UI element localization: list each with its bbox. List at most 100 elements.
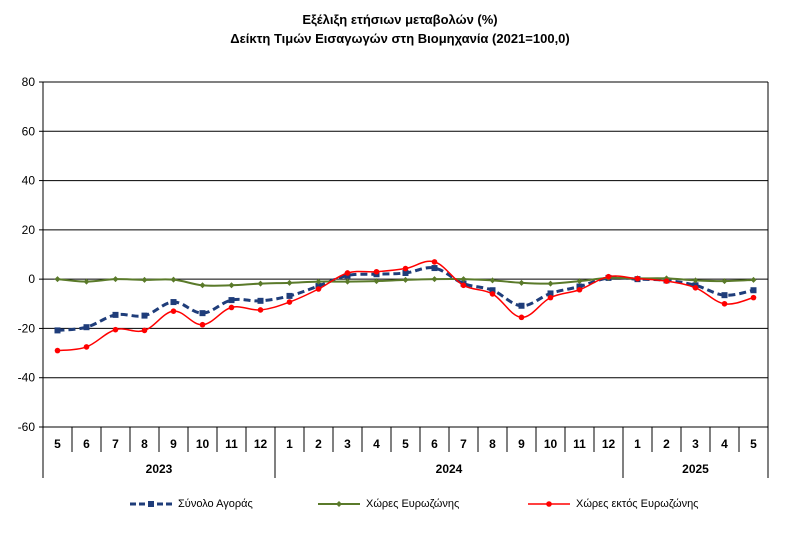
data-point xyxy=(663,278,670,284)
data-point xyxy=(112,326,119,333)
data-point xyxy=(286,299,293,305)
data-point xyxy=(373,278,380,285)
chart-title-line1: Εξέλιξη ετήσιων μεταβολών (%) xyxy=(302,12,498,27)
data-point xyxy=(547,280,554,287)
data-point xyxy=(721,292,728,299)
legend-item: Σύνολο Αγοράς xyxy=(130,492,253,516)
series-1 xyxy=(54,274,757,289)
data-point xyxy=(576,278,583,285)
series-2 xyxy=(54,259,757,354)
data-point xyxy=(228,282,235,289)
legend-swatch xyxy=(528,501,570,507)
y-tick-label: 60 xyxy=(22,124,36,138)
data-point xyxy=(402,265,409,272)
data-point xyxy=(54,276,61,283)
grid-lines xyxy=(43,81,768,428)
legend-marker xyxy=(148,501,154,507)
x-tick-label: 2 xyxy=(315,437,322,451)
data-point xyxy=(141,276,148,283)
data-point xyxy=(257,297,264,304)
data-point xyxy=(518,314,525,321)
data-point xyxy=(83,344,90,350)
data-point xyxy=(315,286,322,292)
data-point xyxy=(373,268,380,275)
data-point xyxy=(489,291,496,297)
data-point xyxy=(518,302,525,309)
x-tick-label: 7 xyxy=(112,437,119,451)
data-point xyxy=(344,270,351,276)
legend-marker xyxy=(546,501,552,507)
y-tick-labels: 80 60 40 20 0 -20 -40 -60 xyxy=(18,75,36,434)
data-point xyxy=(576,286,583,293)
series-lines xyxy=(54,259,757,354)
x-tick-label: 6 xyxy=(431,437,438,451)
x-tick-label: 5 xyxy=(402,437,409,451)
x-tick-label: 7 xyxy=(460,437,467,451)
x-tick-label: 6 xyxy=(83,437,90,451)
data-point xyxy=(228,304,235,311)
data-point xyxy=(286,279,293,286)
data-point xyxy=(112,276,119,283)
data-point xyxy=(721,300,728,307)
data-point xyxy=(460,282,467,289)
x-tick-label: 1 xyxy=(634,437,641,451)
data-point xyxy=(402,276,409,283)
x-tick-label: 2 xyxy=(663,437,670,451)
year-label: 2024 xyxy=(436,462,463,476)
data-point xyxy=(431,276,438,283)
data-point xyxy=(199,282,206,289)
data-point xyxy=(750,294,757,301)
data-point xyxy=(460,276,467,283)
data-point xyxy=(692,277,699,284)
legend-item: Χώρες Ευρωζώνης xyxy=(318,492,459,516)
legend-marker xyxy=(336,501,342,507)
x-tick-label: 12 xyxy=(254,437,268,451)
x-tick-label: 10 xyxy=(196,437,210,451)
data-point xyxy=(54,347,61,354)
data-point xyxy=(489,287,496,294)
x-tick-label: 10 xyxy=(544,437,558,451)
data-point xyxy=(518,279,525,286)
data-point xyxy=(344,278,351,285)
x-tick-label: 3 xyxy=(344,437,351,451)
data-point xyxy=(112,311,119,318)
data-point xyxy=(576,283,583,290)
chart-title-line2: Δείκτη Τιμών Εισαγωγών στη Βιομηχανία (2… xyxy=(230,31,570,46)
data-point xyxy=(170,308,177,314)
chart-title: Εξέλιξη ετήσιων μεταβολών (%) Δείκτη Τιμ… xyxy=(0,10,800,48)
data-point xyxy=(83,278,90,285)
data-point xyxy=(141,327,148,334)
data-point xyxy=(54,327,61,334)
x-tick-label: 9 xyxy=(518,437,525,451)
data-point xyxy=(750,287,757,294)
data-point xyxy=(199,321,206,328)
data-point xyxy=(170,299,177,306)
data-point xyxy=(402,269,409,276)
data-point xyxy=(547,290,554,297)
x-tick-label: 3 xyxy=(692,437,699,451)
x-tick-label: 8 xyxy=(489,437,496,451)
legend-swatch xyxy=(318,501,360,507)
data-point xyxy=(315,278,322,285)
data-point xyxy=(634,275,641,282)
y-tick-label: 0 xyxy=(28,272,35,286)
data-point xyxy=(199,310,206,317)
y-tick-label: 80 xyxy=(22,75,36,89)
data-point xyxy=(257,280,264,287)
x-tick-label: 9 xyxy=(170,437,177,451)
x-tick-label: 11 xyxy=(225,437,238,451)
y-tick-label: -40 xyxy=(18,371,36,385)
data-point xyxy=(721,278,728,285)
legend-item: Χώρες εκτός Ευρωζώνης xyxy=(528,492,699,516)
x-tick-label: 11 xyxy=(573,437,586,451)
data-point xyxy=(489,277,496,284)
data-point xyxy=(315,283,322,290)
legend-label: Χώρες Ευρωζώνης xyxy=(366,498,460,510)
legend-swatch xyxy=(130,501,172,507)
legend-label: Χώρες εκτός Ευρωζώνης xyxy=(576,498,699,510)
y-tick-label: 40 xyxy=(22,174,36,188)
data-point xyxy=(547,294,554,301)
data-point xyxy=(750,276,757,283)
